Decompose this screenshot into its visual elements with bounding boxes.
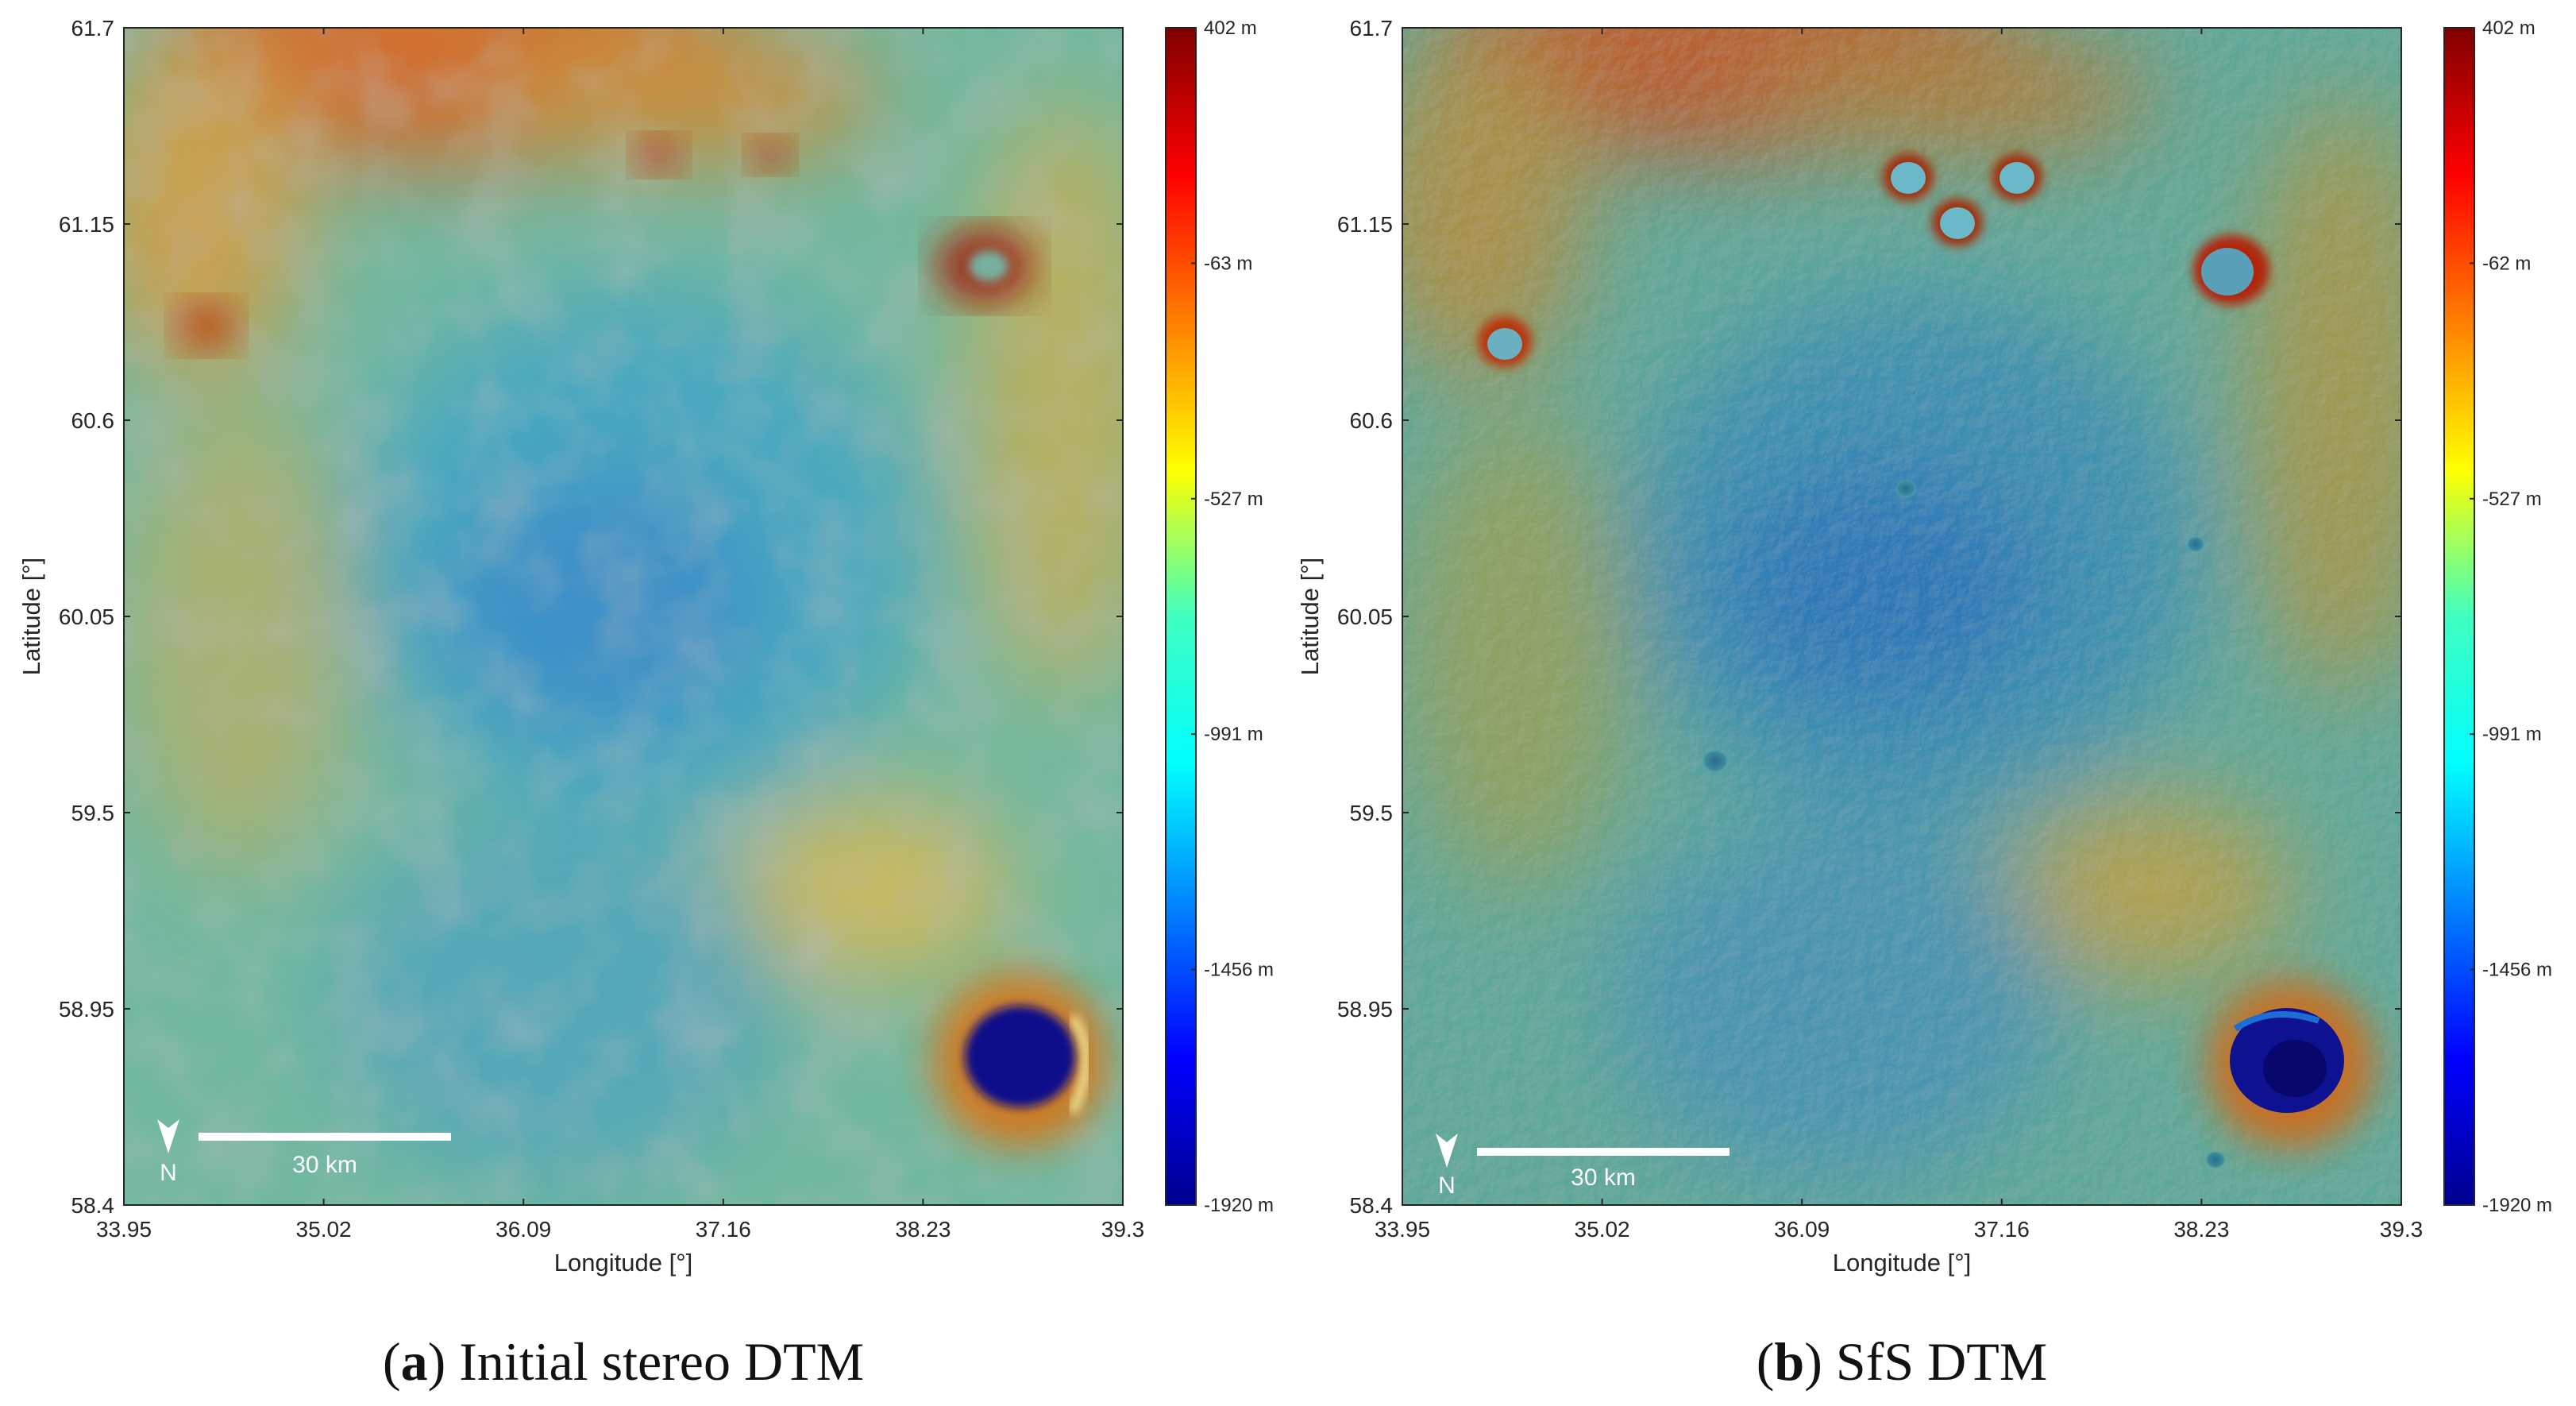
crater-large-a xyxy=(933,973,1108,1148)
x-tick-label: 38.23 xyxy=(2173,1217,2229,1242)
scale-bar-b: N 30 km xyxy=(1436,1134,1730,1199)
colorbar-tick-label: -527 m xyxy=(2482,489,2542,510)
y-tick-label: 61.7 xyxy=(71,16,115,41)
colorbar-ticks-a: 402 m -63 m -527 m -991 m -1456 m -1920 m xyxy=(1191,17,1274,1216)
y-tick-label: 61.15 xyxy=(1337,212,1393,237)
y-tick-label: 58.95 xyxy=(1337,997,1393,1022)
scale-bar-a: N 30 km xyxy=(157,1119,451,1186)
crater-small-b xyxy=(1478,153,2269,1169)
colorbar-tick-label: 402 m xyxy=(2482,17,2536,39)
x-tick-label: 36.09 xyxy=(496,1217,551,1242)
y-tick-label: 59.5 xyxy=(1350,801,1394,825)
dtm-map-a: N 30 km xyxy=(124,28,1123,1205)
y-axis-label-a: Latitude [°] xyxy=(17,558,45,676)
crater-small-a xyxy=(176,137,1032,350)
north-label: N xyxy=(160,1160,177,1186)
x-tick-label: 33.95 xyxy=(1375,1217,1430,1242)
y-tick-label: 58.95 xyxy=(59,997,114,1022)
north-arrow-icon xyxy=(1436,1134,1458,1168)
y-tick-label: 58.4 xyxy=(1350,1193,1394,1218)
colorbar-tick-label: -527 m xyxy=(1204,489,1263,510)
colorbar-ticks-b: 402 m -62 m -527 m -991 m -1456 m -1920 m xyxy=(2470,17,2552,1216)
colorbar-tick-label: -1456 m xyxy=(2482,960,2552,981)
colorbar-tick-label: -63 m xyxy=(1204,253,1252,274)
x-tick-label: 35.02 xyxy=(1575,1217,1630,1242)
scale-bar-line xyxy=(199,1133,451,1141)
x-axis-label-b: Longitude [°] xyxy=(1833,1249,1971,1277)
x-tick-label: 37.16 xyxy=(696,1217,751,1242)
scale-bar-line xyxy=(1477,1148,1730,1156)
x-ticks-b: 33.95 35.02 36.09 37.16 38.23 39.3 xyxy=(1375,28,2423,1242)
x-tick-label: 35.02 xyxy=(296,1217,352,1242)
y-tick-label: 59.5 xyxy=(71,801,115,825)
colorbar-tick-label: 402 m xyxy=(1204,17,1257,39)
scale-bar-label: 30 km xyxy=(292,1152,357,1178)
x-tick-label: 39.3 xyxy=(1101,1217,1145,1242)
y-tick-label: 61.7 xyxy=(1350,16,1394,41)
x-tick-label: 36.09 xyxy=(1774,1217,1830,1242)
north-label: N xyxy=(1438,1172,1456,1199)
colorbar-tick-label: -1920 m xyxy=(2482,1195,2552,1216)
x-ticks-a: 33.95 35.02 36.09 37.16 38.23 39.3 xyxy=(96,28,1144,1242)
y-ticks-b: 61.7 61.15 60.6 60.05 59.5 58.95 58.4 xyxy=(1337,16,2401,1218)
y-ticks-a: 61.7 61.15 60.6 60.05 59.5 58.95 58.4 xyxy=(59,16,1123,1218)
colorbar-tick-label: -991 m xyxy=(2482,724,2542,745)
colorbar-tick-label: -62 m xyxy=(2482,253,2531,274)
y-tick-label: 60.05 xyxy=(1337,605,1393,629)
colorbar-tick-label: -1920 m xyxy=(1204,1195,1274,1216)
y-tick-label: 60.05 xyxy=(59,605,114,629)
x-tick-label: 37.16 xyxy=(1974,1217,2030,1242)
x-axis-label-a: Longitude [°] xyxy=(554,1249,692,1277)
crater-large-b xyxy=(2208,981,2374,1148)
y-tick-label: 60.6 xyxy=(71,408,115,433)
colorbar-b xyxy=(2443,27,2475,1206)
scale-bar-label: 30 km xyxy=(1571,1165,1636,1191)
north-arrow-icon xyxy=(157,1119,179,1153)
x-tick-label: 38.23 xyxy=(895,1217,951,1242)
y-tick-label: 58.4 xyxy=(71,1193,115,1218)
panel-a: N 30 km 61.761.1560.660.0559.558.9558.4 … xyxy=(17,16,1274,1392)
caption-b: (b) SfS DTM xyxy=(1757,1331,2048,1392)
y-axis-label-b: Latitude [°] xyxy=(1296,558,1324,676)
dtm-map-b: N 30 km xyxy=(1402,28,2401,1205)
y-tick-label: 61.15 xyxy=(59,212,114,237)
caption-a: (a) Initial stereo DTM xyxy=(383,1331,864,1392)
panel-b: N 30 km 61.761.1560.660.0559.558.9558.4 … xyxy=(1296,16,2552,1392)
x-tick-label: 33.95 xyxy=(96,1217,152,1242)
colorbar-a xyxy=(1165,27,1197,1206)
y-tick-label: 60.6 xyxy=(1350,408,1394,433)
colorbar-tick-label: -1456 m xyxy=(1204,960,1274,981)
colorbar-tick-label: -991 m xyxy=(1204,724,1263,745)
x-tick-label: 39.3 xyxy=(2380,1217,2424,1242)
